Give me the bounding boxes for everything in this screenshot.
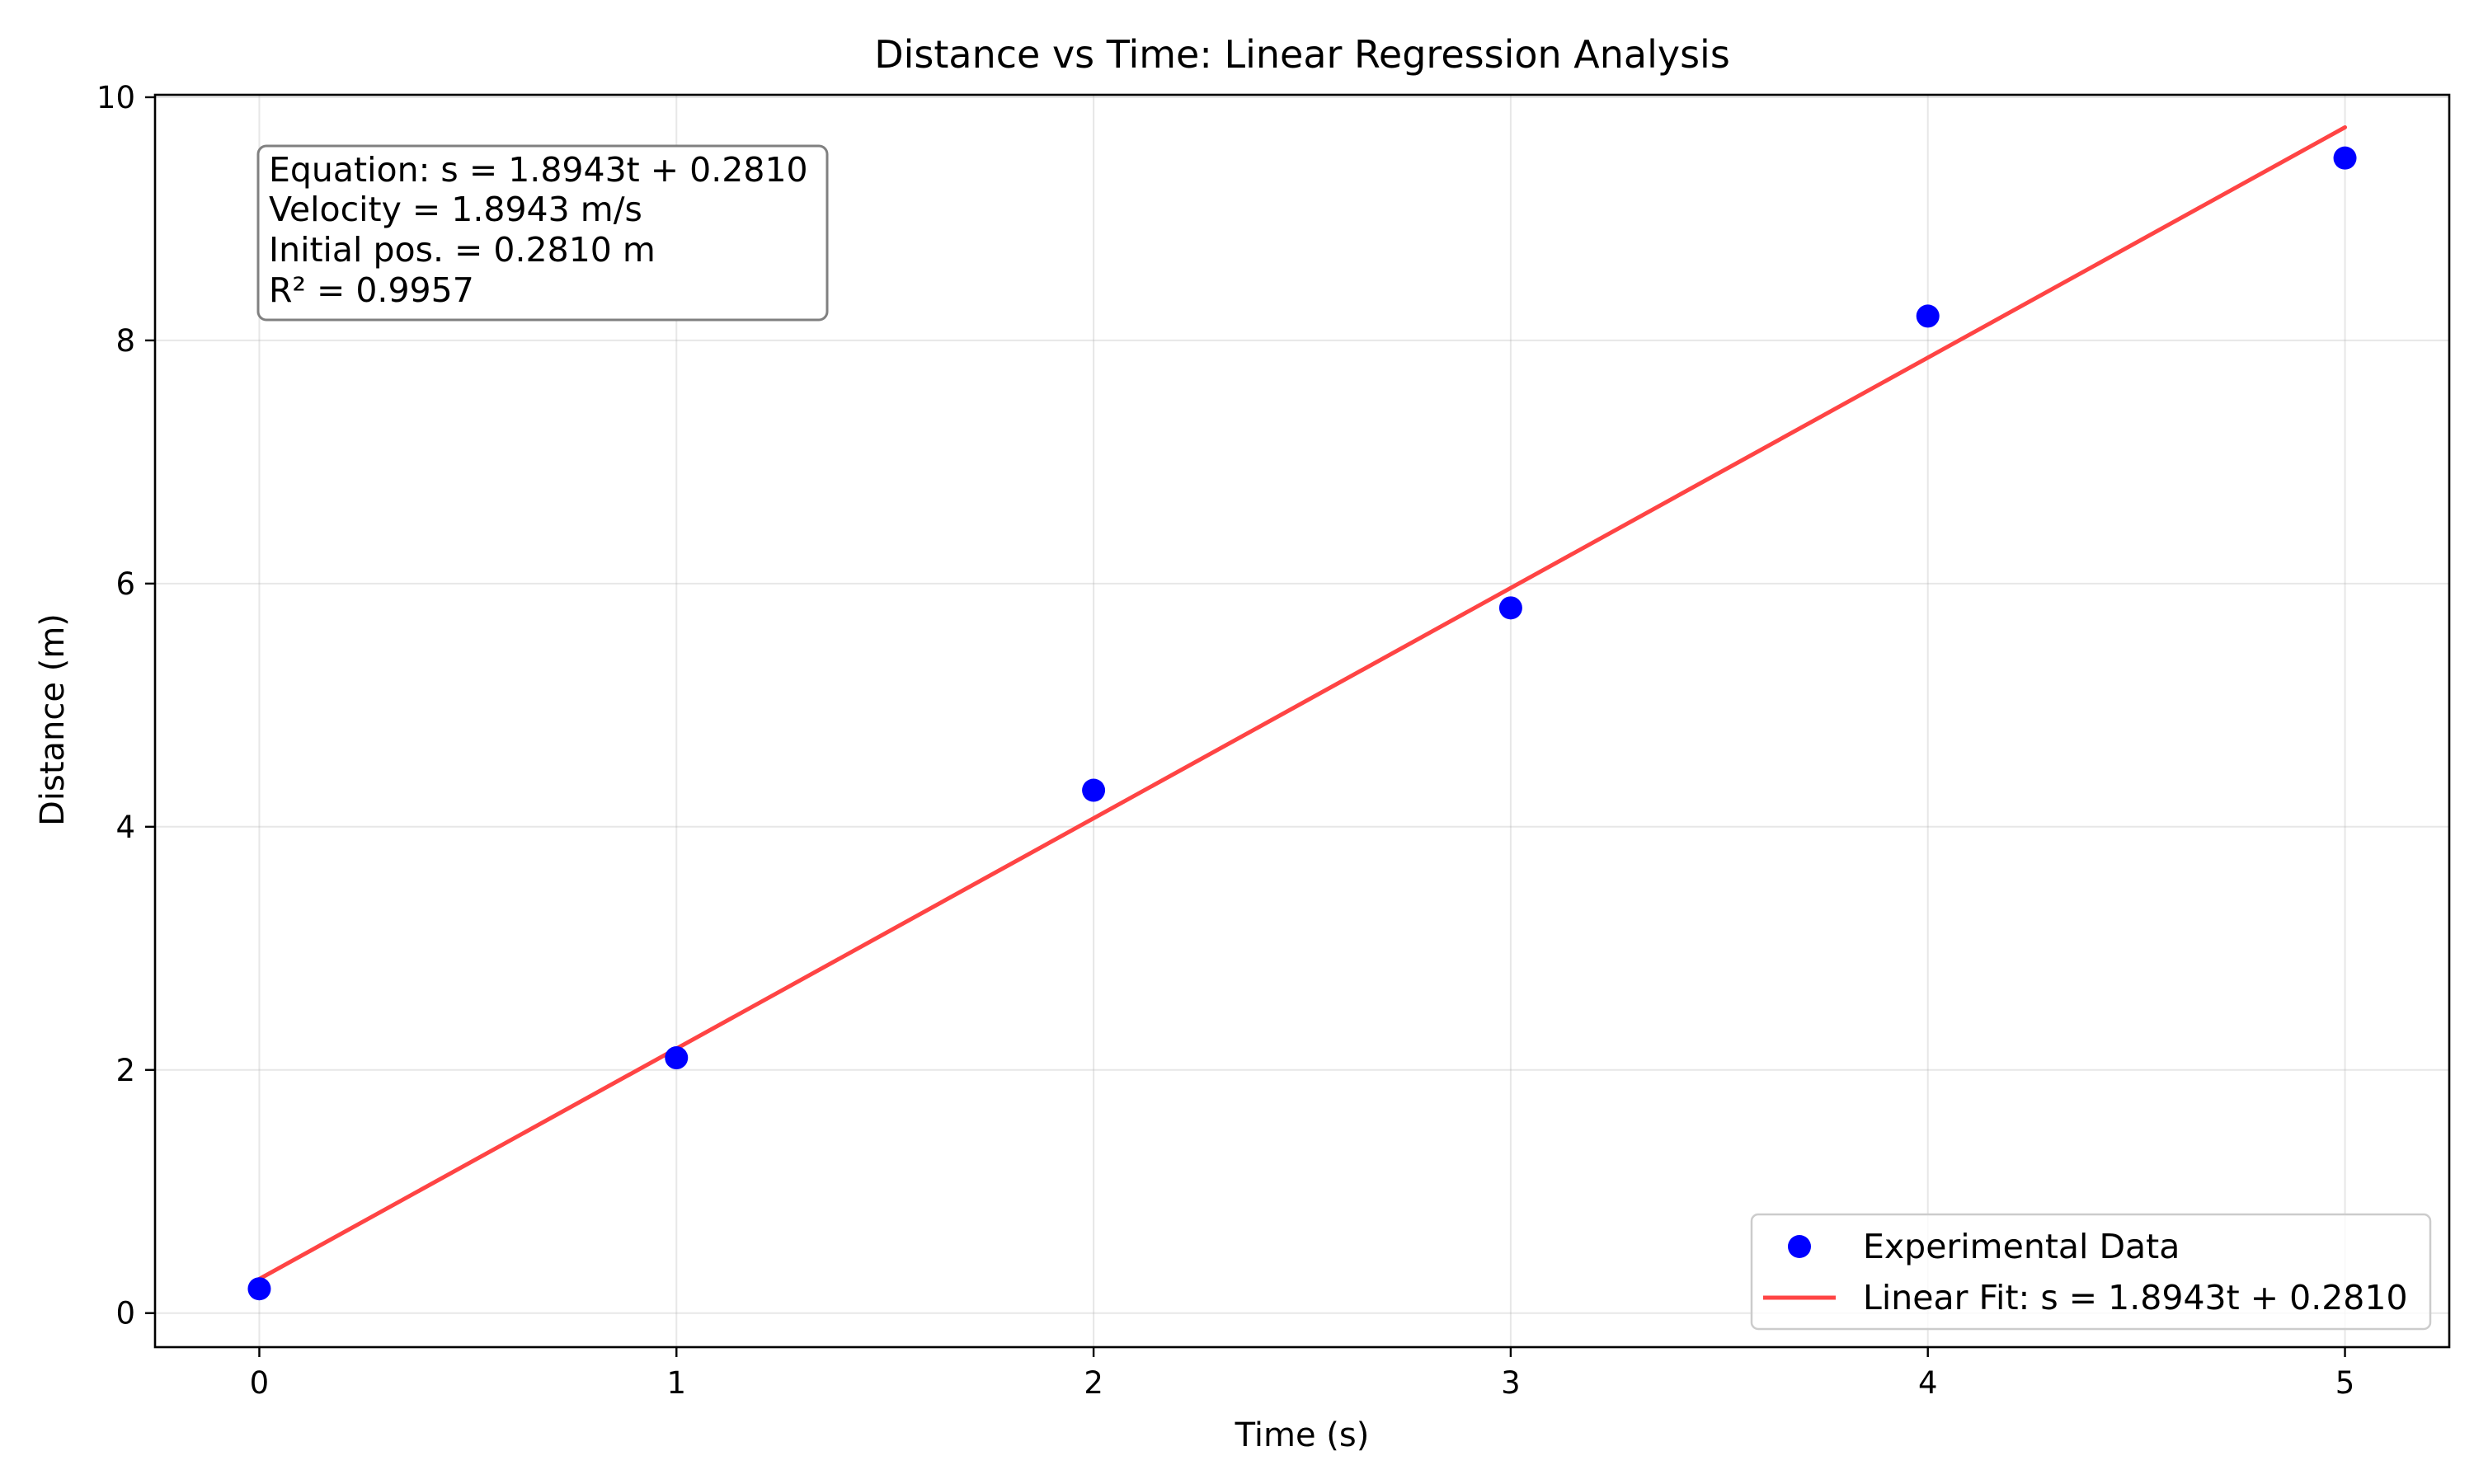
y-axis-label: Distance (m) <box>34 613 72 826</box>
data-point <box>1916 304 1940 328</box>
data-point <box>247 1277 271 1301</box>
data-point <box>1082 778 1106 802</box>
fit-line-layer <box>256 124 2348 1281</box>
equation-text: Equation: s = 1.8943t + 0.2810 <box>269 150 808 190</box>
y-tick-label: 8 <box>115 323 135 359</box>
y-tick-label: 6 <box>115 566 135 602</box>
plot-area-frame <box>153 93 2451 1349</box>
axis-ticks: 0 1 2 3 4 5 0 2 4 6 8 10 <box>96 80 2354 1401</box>
x-tick-label: 3 <box>1501 1365 1521 1401</box>
legend-marker-experimental-data <box>1788 1235 1811 1258</box>
x-tick-label: 4 <box>1918 1365 1938 1401</box>
linear-fit-line <box>256 124 2348 1281</box>
x-tick-label: 1 <box>666 1365 686 1401</box>
y-tick-label: 10 <box>96 80 135 115</box>
data-point <box>2333 146 2357 170</box>
legend-label-experimental-data: Experimental Data <box>1863 1227 2180 1266</box>
regression-stats-box: Equation: s = 1.8943t + 0.2810 Velocity … <box>256 144 829 322</box>
chart-title: Distance vs Time: Linear Regression Anal… <box>874 32 1730 77</box>
x-tick-label: 5 <box>2335 1365 2355 1401</box>
r-squared-text: R² = 0.9957 <box>269 270 474 310</box>
y-tick-label: 4 <box>115 810 135 845</box>
y-tick-label: 0 <box>115 1296 135 1331</box>
initial-position-text: Initial pos. = 0.2810 m <box>269 230 656 270</box>
legend-frame <box>1750 1213 2432 1331</box>
data-points-layer <box>247 146 2357 1301</box>
y-tick-label: 2 <box>115 1053 135 1088</box>
data-point <box>665 1046 689 1070</box>
legend-label-linear-fit: Linear Fit: s = 1.8943t + 0.2810 <box>1863 1278 2408 1317</box>
x-tick-label: 0 <box>250 1365 270 1401</box>
x-tick-label: 2 <box>1084 1365 1103 1401</box>
velocity-text: Velocity = 1.8943 m/s <box>269 190 642 229</box>
x-axis-label: Time (s) <box>1235 1416 1370 1454</box>
regression-stats-box-border <box>256 144 829 322</box>
legend: Experimental Data Linear Fit: s = 1.8943… <box>1750 1213 2432 1331</box>
data-point <box>1498 596 1522 620</box>
